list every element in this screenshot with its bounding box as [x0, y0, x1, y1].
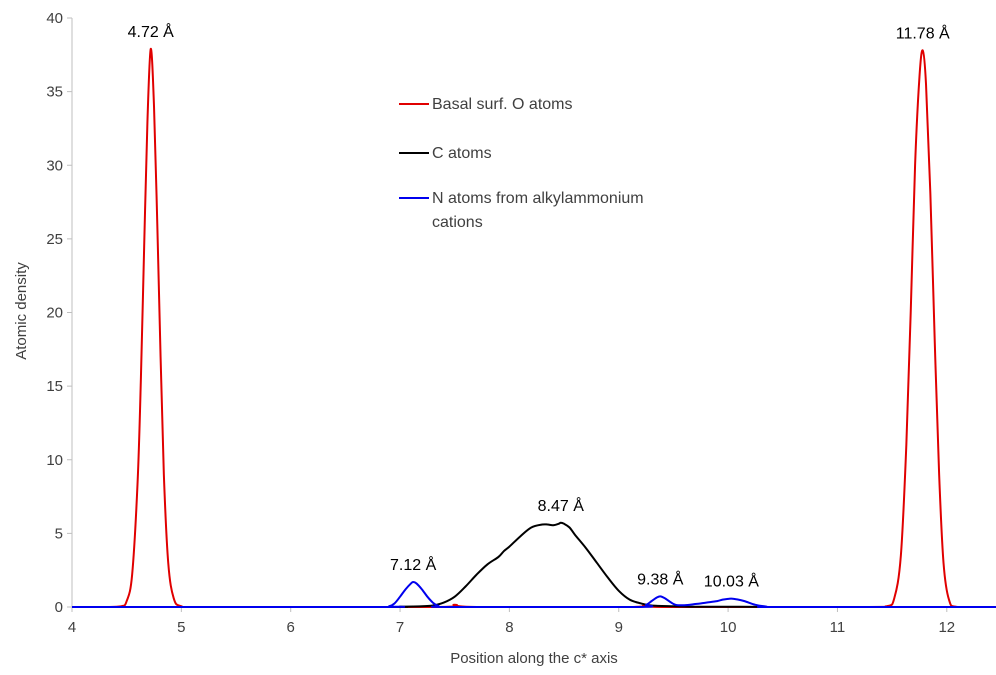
- series-line-1: [71, 47, 996, 609]
- x-tick-label: 5: [177, 619, 185, 636]
- series-line-2: [71, 521, 996, 609]
- x-tick-label: 12: [938, 619, 955, 636]
- y-tick-label: 0: [55, 599, 63, 616]
- peak-label: 8.47 Å: [538, 496, 585, 515]
- series-line-3: [71, 580, 996, 609]
- legend-entry-label: Basal surf. O atoms: [432, 96, 573, 113]
- x-tick-label: 6: [287, 619, 295, 636]
- y-tick-label: 15: [46, 378, 63, 395]
- annotation-layer: 4.72 Å 11.78 Å 8.47 Å 7.12 Å 9.38 Å 10.03 Å: [128, 22, 950, 591]
- x-tick-label: 7: [396, 619, 404, 636]
- x-tick-label: 10: [720, 619, 737, 636]
- peak-label: 7.12 Å: [390, 555, 437, 574]
- y-tick-label: 5: [55, 525, 63, 542]
- x-tick-label: 9: [615, 619, 623, 636]
- x-tick-label: 8: [505, 619, 513, 636]
- y-tick-label: 40: [46, 10, 63, 27]
- legend-entry-label: N atoms from alkylammonium: [432, 190, 644, 207]
- peak-label: 11.78 Å: [896, 23, 950, 42]
- y-axis-title: Atomic density: [13, 262, 30, 360]
- peak-label: 4.72 Å: [128, 22, 175, 41]
- x-axis-title: Position along the c* axis: [450, 650, 618, 667]
- series-layer: [71, 47, 996, 609]
- y-tick-label: 35: [46, 84, 63, 101]
- x-tick-label: 11: [830, 619, 846, 636]
- legend: Basal surf. O atoms C atoms N atoms from a…: [399, 96, 644, 231]
- y-tick-label: 10: [46, 452, 63, 469]
- peak-label: 10.03 Å: [704, 572, 759, 591]
- y-tick-label: 30: [46, 157, 63, 174]
- x-tick-label: 4: [68, 619, 76, 636]
- legend-entry-label: cations: [432, 214, 483, 231]
- legend-entry-label: C atoms: [432, 145, 492, 162]
- y-tick-label: 20: [46, 305, 63, 322]
- y-tick-label: 25: [46, 231, 63, 248]
- peak-label: 9.38 Å: [637, 569, 684, 588]
